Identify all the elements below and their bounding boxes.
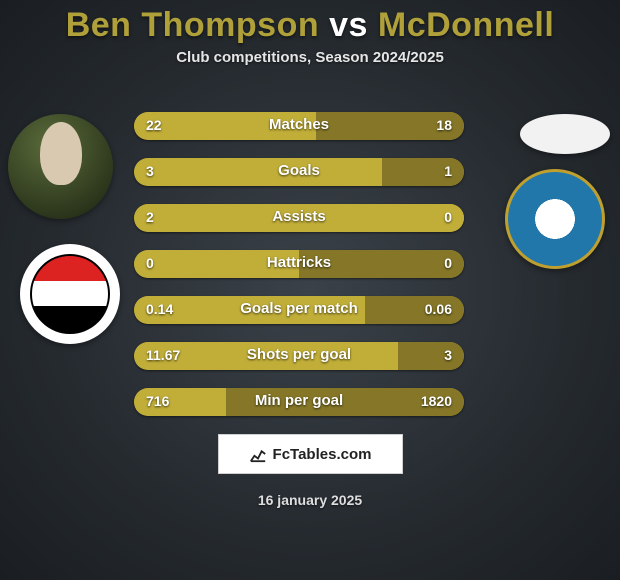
stat-bar-right-value: 18 bbox=[436, 117, 452, 133]
vs-text: vs bbox=[329, 6, 368, 44]
stat-bar-label: Goals bbox=[134, 162, 464, 179]
stat-bar-right-value: 3 bbox=[444, 347, 452, 363]
stat-bars: Matches2218Goals31Assists20Hattricks00Go… bbox=[134, 112, 464, 434]
stat-bar-right-value: 0 bbox=[444, 255, 452, 271]
stat-bar-label: Min per goal bbox=[134, 392, 464, 409]
comparison-panel: Matches2218Goals31Assists20Hattricks00Go… bbox=[0, 94, 620, 404]
stat-bar-left-value: 0.14 bbox=[146, 301, 173, 317]
stat-bar: Assists2 0 bbox=[134, 204, 464, 232]
player2-club-badge bbox=[505, 169, 605, 269]
stat-bar: Shots per goal11.67 3 bbox=[134, 342, 464, 370]
stat-bar-right-value: 1820 bbox=[421, 393, 452, 409]
stat-bar-label: Matches bbox=[134, 116, 464, 133]
stat-bar-label: Hattricks bbox=[134, 254, 464, 271]
subtitle: Club competitions, Season 2024/2025 bbox=[0, 49, 620, 66]
stat-bar-left-value: 3 bbox=[146, 163, 154, 179]
stat-bar-left-value: 11.67 bbox=[146, 347, 180, 363]
stat-bar: Goals3 1 bbox=[134, 158, 464, 186]
stat-bar: Goals per match0.14 0.06 bbox=[134, 296, 464, 324]
stat-bar-label: Goals per match bbox=[134, 300, 464, 317]
player2-name: McDonnell bbox=[378, 6, 554, 44]
stat-bar-left-value: 2 bbox=[146, 209, 154, 225]
page-title: Ben Thompson vs McDonnell bbox=[0, 0, 620, 49]
site-logo-text: FcTables.com bbox=[273, 446, 372, 463]
stat-bar-right-value: 0 bbox=[444, 209, 452, 225]
player1-avatar bbox=[8, 114, 113, 219]
stat-bar: Hattricks0 0 bbox=[134, 250, 464, 278]
stat-bar: Min per goal716 1820 bbox=[134, 388, 464, 416]
stat-bar-left-value: 716 bbox=[146, 393, 169, 409]
stat-bar-right-value: 0.06 bbox=[425, 301, 452, 317]
stat-bar-label: Shots per goal bbox=[134, 346, 464, 363]
player1-club-badge bbox=[20, 244, 120, 344]
player1-name: Ben Thompson bbox=[66, 6, 319, 44]
stat-bar: Matches22 18 bbox=[134, 112, 464, 140]
site-logo: FcTables.com bbox=[218, 434, 403, 474]
stat-bar-left-value: 0 bbox=[146, 255, 154, 271]
player2-avatar bbox=[520, 114, 610, 154]
stat-bar-right-value: 1 bbox=[444, 163, 452, 179]
stat-bar-label: Assists bbox=[134, 208, 464, 225]
chart-icon bbox=[249, 445, 267, 463]
footer-date: 16 january 2025 bbox=[0, 492, 620, 508]
stat-bar-left-value: 22 bbox=[146, 117, 162, 133]
